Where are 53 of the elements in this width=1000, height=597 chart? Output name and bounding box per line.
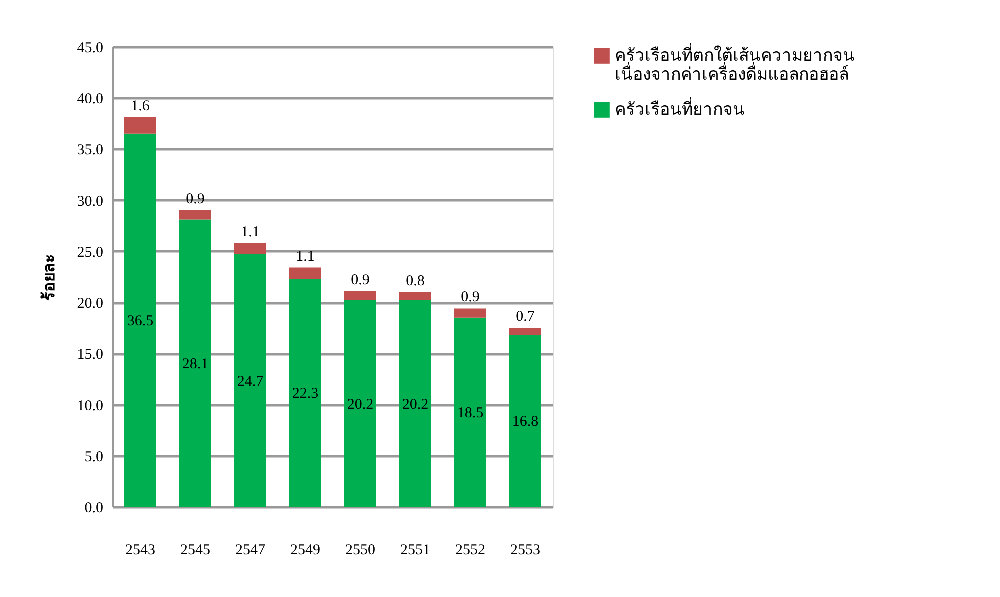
y-tick-label: 30.0 bbox=[77, 194, 104, 210]
data-label: 18.5 bbox=[457, 405, 484, 422]
bar bbox=[234, 243, 266, 255]
data-label: 36.5 bbox=[127, 313, 154, 330]
bar bbox=[510, 335, 542, 507]
data-label: 20.2 bbox=[402, 396, 429, 413]
data-label: 24.7 bbox=[237, 374, 264, 390]
data-label: 28.1 bbox=[182, 356, 209, 372]
y-tick-label: 10.0 bbox=[77, 398, 104, 414]
bar bbox=[180, 220, 212, 507]
legend-label: ครัวเรือนที่ตกใต้เส้นความยากจน เนื่องจากค่าเครื่องดื่มแอลกอฮอล์ bbox=[615, 43, 855, 84]
y-axis-title: ร้อยละ bbox=[39, 254, 58, 301]
bar bbox=[180, 210, 212, 220]
bar bbox=[124, 134, 156, 507]
data-label: 0.9 bbox=[186, 192, 205, 208]
bar bbox=[454, 318, 486, 507]
bar bbox=[510, 328, 542, 336]
data-label: 1.1 bbox=[241, 224, 260, 240]
bar bbox=[454, 308, 486, 318]
bar bbox=[290, 268, 322, 280]
y-tick-label: 45.0 bbox=[77, 40, 104, 56]
data-label: 0.9 bbox=[461, 290, 480, 306]
data-label: 0.8 bbox=[406, 273, 425, 290]
bar bbox=[234, 254, 266, 507]
x-tick-label: 2551 bbox=[400, 542, 430, 558]
x-tick-label: 2545 bbox=[180, 542, 210, 558]
y-tick-label: 5.0 bbox=[84, 449, 104, 466]
bar bbox=[344, 300, 376, 507]
bar bbox=[290, 279, 322, 507]
x-tick-label: 2550 bbox=[346, 542, 376, 558]
data-label: 22.3 bbox=[292, 386, 319, 402]
y-tick-label: 25.0 bbox=[77, 244, 104, 261]
y-tick-label: 15.0 bbox=[77, 347, 104, 364]
bar bbox=[124, 118, 156, 134]
y-tick-label: 20.0 bbox=[77, 296, 104, 312]
y-tick-label: 0.0 bbox=[84, 500, 104, 516]
data-label: 16.8 bbox=[512, 414, 539, 430]
data-label: 20.2 bbox=[347, 396, 374, 413]
data-label: 1.1 bbox=[296, 248, 315, 265]
x-tick-label: 2543 bbox=[126, 542, 156, 558]
data-label: 0.7 bbox=[516, 309, 536, 326]
bar bbox=[400, 292, 432, 301]
data-label: 0.9 bbox=[351, 272, 370, 288]
y-tick-label: 40.0 bbox=[77, 92, 104, 108]
bar bbox=[400, 300, 432, 507]
y-tick-label: 35.0 bbox=[77, 142, 104, 159]
legend-label: ครัวเรือนที่ยากจน bbox=[615, 97, 745, 119]
bar bbox=[344, 291, 376, 301]
x-tick-label: 2552 bbox=[456, 542, 486, 558]
x-tick-label: 2547 bbox=[236, 542, 266, 558]
x-tick-label: 2553 bbox=[510, 542, 540, 558]
x-tick-label: 2549 bbox=[290, 542, 320, 558]
data-label: 1.6 bbox=[131, 98, 150, 115]
